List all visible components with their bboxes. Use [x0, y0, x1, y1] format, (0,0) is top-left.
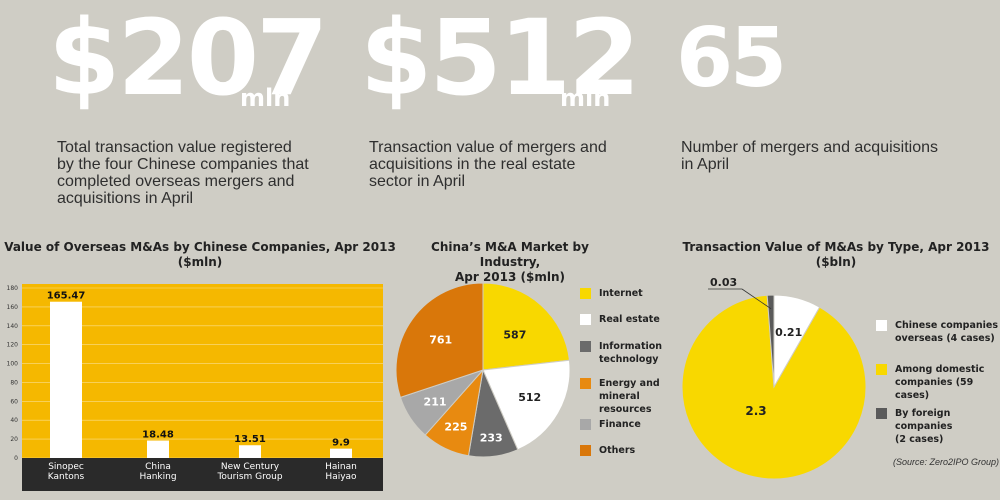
- stat-number-3: 65: [676, 11, 787, 106]
- stat-number-2: $512: [360, 0, 640, 119]
- stat-desc-1-line-2: by the four Chinese companies that: [57, 156, 309, 173]
- y-tick-label: 180: [7, 285, 19, 292]
- bar-chart: 0 20 40 60 80 100 120 140 160 180 165.47 18.48 13.51…: [7, 284, 383, 491]
- stat-desc-2-line-2: acquisitions in the real estate: [369, 156, 576, 173]
- legend-label: Among domestic companies (59 cases): [895, 364, 985, 401]
- stat-desc-1-line-1: Total transaction value registered: [57, 139, 292, 156]
- source-note: (Source: Zero2IPO Group): [893, 457, 1000, 467]
- stat-desc-3: Number of mergers and acquisitions in Ap…: [681, 139, 938, 173]
- type-pie-slice: [681, 294, 867, 480]
- bar-plot-area: [22, 284, 383, 462]
- legend-item: Real estate: [580, 313, 660, 326]
- bar: [330, 448, 352, 458]
- slice-value-label: 233: [480, 431, 503, 444]
- y-tick-label: 80: [10, 379, 18, 386]
- y-tick-label: 20: [10, 436, 18, 443]
- y-tick-label: 120: [7, 342, 19, 349]
- industry-pie-slice: [482, 282, 571, 371]
- bar: [147, 440, 169, 458]
- stat-desc-2: Transaction value of mergers and acquisi…: [369, 139, 607, 190]
- x-category-label: Kantons: [48, 472, 85, 482]
- legend-item: Internet: [580, 287, 643, 300]
- legend-label: Internet: [599, 288, 643, 299]
- industry-pie-legend: Internet Real estate Information technology…: [580, 287, 695, 467]
- legend-item: Energy and mineral resources: [580, 377, 695, 416]
- legend-item: Finance: [580, 418, 641, 431]
- x-category-label: Sinopec: [48, 462, 84, 472]
- bar-value-label: 9.9: [332, 438, 350, 449]
- slice-value-label: 211: [424, 396, 447, 409]
- y-tick-label: 160: [7, 304, 19, 311]
- legend-swatch: [876, 320, 887, 331]
- stat-number-1: $207: [48, 0, 328, 119]
- slice-value-label: 512: [518, 391, 541, 404]
- legend-swatch: [580, 314, 591, 325]
- legend-label: Energy and mineral resources: [599, 378, 660, 415]
- industry-pie-slice: [482, 359, 571, 451]
- bar-value-label: 18.48: [142, 430, 174, 441]
- slice-value-label: 2.3: [745, 404, 766, 418]
- y-tick-label: 100: [7, 361, 19, 368]
- industry-pie-title: China’s M&A Market by Industry, Apr 2013…: [410, 240, 610, 285]
- legend-swatch: [876, 364, 887, 375]
- x-category-label: Tourism Group: [216, 472, 282, 482]
- stat-desc-1-line-4: acquisitions in April: [57, 190, 194, 207]
- y-tick-label: 140: [7, 323, 19, 330]
- type-pie-slice: [766, 294, 775, 388]
- x-category-label: Haiyao: [325, 472, 357, 482]
- legend-swatch: [580, 378, 591, 389]
- type-pie-legend: Chinese companies overseas (4 cases) Among…: [876, 319, 998, 445]
- bar: [50, 301, 82, 458]
- x-category-label: Hanking: [139, 472, 176, 482]
- y-tick-label: 0: [14, 455, 18, 462]
- stat-unit-2: mln: [560, 84, 611, 112]
- legend-label: Others: [599, 445, 636, 456]
- stat-desc-3-line-2: in April: [681, 156, 730, 173]
- legend-swatch: [876, 408, 887, 419]
- stat-desc-1: Total transaction value registered by th…: [57, 139, 309, 207]
- legend-label: Chinese companies overseas (4 cases): [895, 320, 998, 344]
- legend-item: Others: [580, 444, 635, 457]
- industry-pie-title-line-1: China’s M&A Market by Industry,: [431, 240, 589, 269]
- legend-label: Information technology: [599, 341, 663, 365]
- legend-item: Among domestic companies (59 cases): [876, 363, 998, 402]
- bar-chart-title: Value of Overseas M&As by Chinese Compan…: [4, 240, 396, 269]
- stat-desc-2-line-1: Transaction value of mergers and: [369, 139, 607, 156]
- type-pie-chart: 0.21 2.3 0.03: [681, 276, 867, 480]
- y-tick-label: 40: [10, 417, 18, 424]
- legend-swatch: [580, 341, 591, 352]
- slice-value-label: 225: [444, 420, 467, 433]
- x-category-label: Hainan: [325, 462, 357, 472]
- stat-desc-2-line-3: sector in April: [369, 173, 466, 190]
- legend-swatch: [580, 419, 591, 430]
- y-tick-label: 60: [10, 398, 18, 405]
- slice-value-label: 761: [429, 333, 452, 346]
- legend-item: Chinese companies overseas (4 cases): [876, 319, 998, 345]
- legend-swatch: [580, 288, 591, 299]
- x-category-label: China: [145, 462, 171, 472]
- legend-label: By foreign companies (2 cases): [895, 408, 953, 445]
- type-pie-title: Transaction Value of M&As by Type, Apr 2…: [682, 240, 990, 269]
- slice-value-label: 0.21: [775, 326, 802, 339]
- bar-value-label: 165.47: [47, 291, 86, 302]
- bar-value-label: 13.51: [234, 434, 266, 445]
- stat-desc-3-line-1: Number of mergers and acquisitions: [681, 139, 939, 156]
- legend-label: Real estate: [599, 314, 660, 325]
- legend-item: By foreign companies (2 cases): [876, 407, 998, 446]
- x-category-label: New Century: [221, 462, 280, 472]
- legend-item: Information technology: [580, 340, 662, 366]
- industry-pie-chart: 587 512 233 225 211 761: [395, 282, 571, 458]
- slice-value-label: 587: [503, 328, 526, 341]
- stat-desc-1-line-3: completed overseas mergers and: [57, 173, 295, 190]
- bar: [239, 445, 261, 458]
- legend-label: Finance: [599, 419, 641, 430]
- slice-value-label: 0.03: [710, 276, 737, 289]
- callout-line: [741, 288, 772, 310]
- industry-pie-slice: [395, 282, 484, 398]
- industry-pie-title-line-2: Apr 2013 ($mln): [454, 270, 566, 284]
- stat-unit-1: mln: [240, 84, 291, 112]
- legend-swatch: [580, 445, 591, 456]
- category-band: [22, 458, 383, 491]
